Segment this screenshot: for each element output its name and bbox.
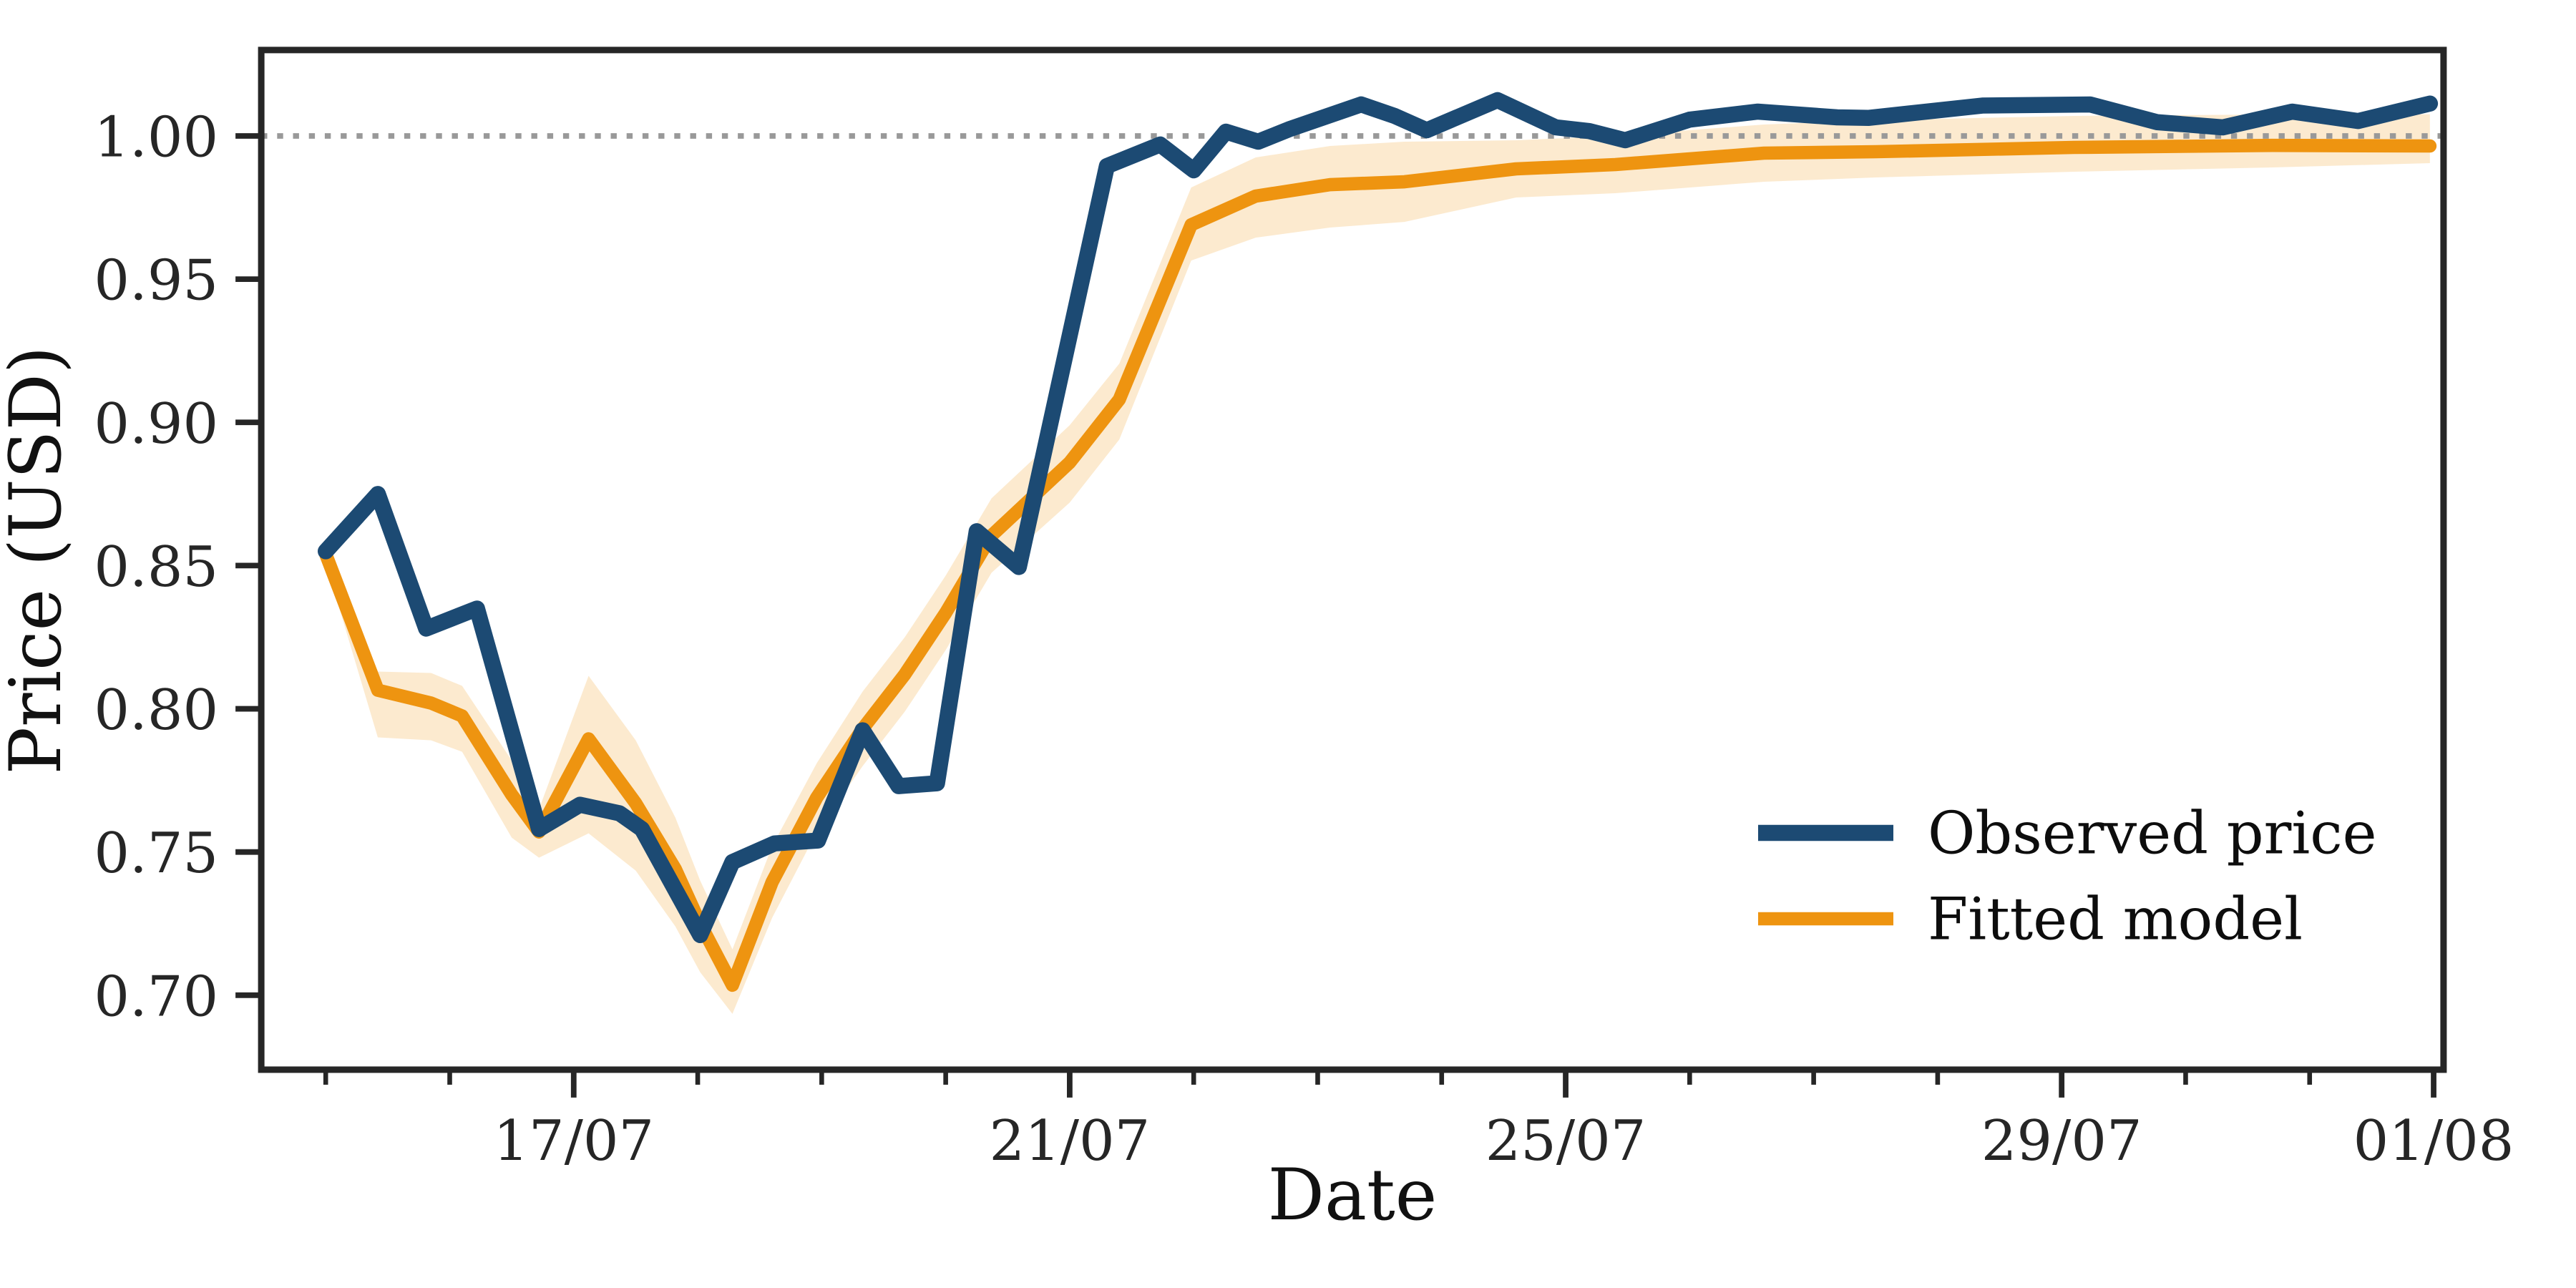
y-tick-label: 0.75 [94, 821, 218, 886]
x-tick-label: 01/08 [2353, 1109, 2514, 1174]
y-tick-label: 0.90 [94, 392, 218, 457]
confidence-band-layer [326, 114, 2430, 1014]
observed-line [317, 92, 2439, 944]
tick-label-layer: 1.00 0.95 0.90 0.85 0.80 0.75 0.70 17/07 21/07 25… [94, 105, 2514, 1173]
legend-item-fitted-label: Fitted model [1928, 887, 2303, 954]
y-tick-label: 1.00 [94, 105, 218, 170]
y-axis-label: Price (USD) [0, 346, 77, 775]
y-tick-label: 0.85 [94, 535, 218, 600]
series-layer [317, 92, 2439, 992]
y-tick-label: 0.80 [94, 678, 218, 743]
y-tick-label: 0.70 [94, 965, 218, 1029]
x-tick-label: 17/07 [493, 1109, 654, 1174]
x-tick-label: 29/07 [1981, 1109, 2142, 1174]
legend-item-observed-label: Observed price [1928, 801, 2377, 868]
legend-item-fitted: Fitted model [1758, 887, 2303, 954]
legend: Observed price Fitted model [1758, 801, 2377, 954]
axes-layer [235, 47, 2447, 1098]
confidence-band [326, 114, 2430, 1014]
plot-border [258, 47, 2447, 1073]
legend-item-observed: Observed price [1758, 801, 2377, 868]
x-tick-label: 25/07 [1485, 1109, 1646, 1174]
x-tick-label: 21/07 [990, 1109, 1151, 1174]
x-axis-label: Date [1268, 1154, 1438, 1236]
y-tick-label: 0.95 [94, 249, 218, 313]
